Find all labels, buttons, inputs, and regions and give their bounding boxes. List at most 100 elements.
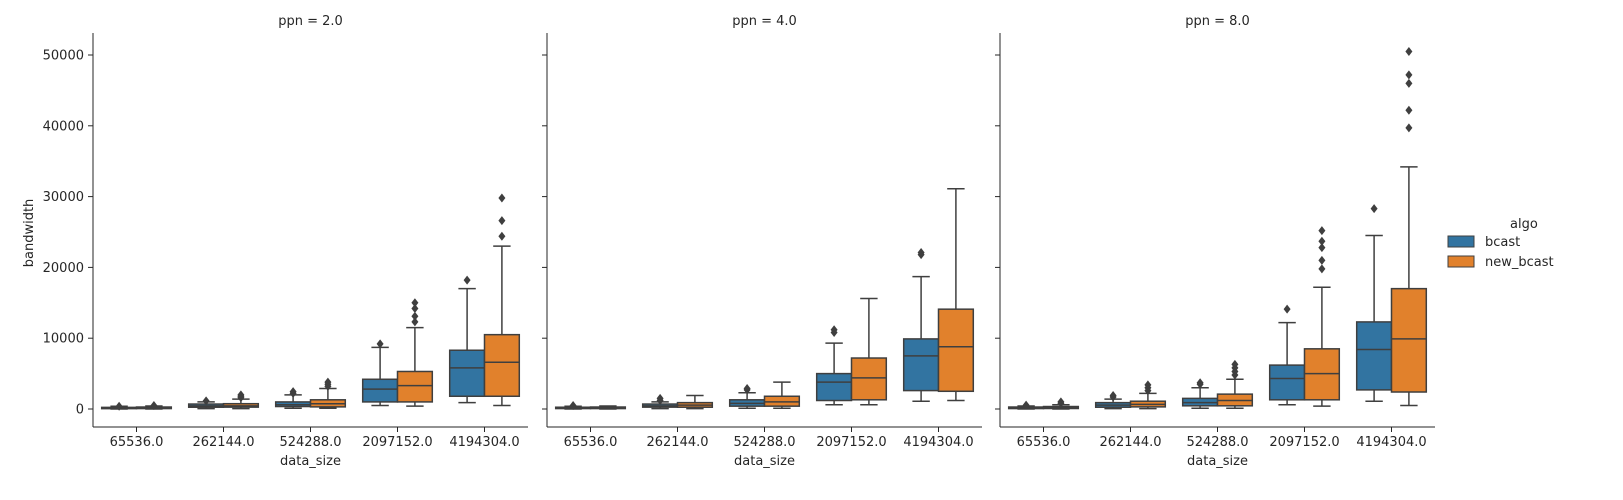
box-iqr xyxy=(361,378,399,403)
y-axis-label: bandwidth xyxy=(22,199,37,268)
outlier-point xyxy=(237,390,245,400)
outlier-point xyxy=(1318,236,1326,246)
box-bcast xyxy=(554,400,592,410)
x-tick-label: 4194304.0 xyxy=(449,435,519,450)
box-bcast xyxy=(815,325,853,406)
x-tick-label: 2097152.0 xyxy=(362,435,432,450)
box-new_bcast xyxy=(937,188,975,402)
outlier-point xyxy=(1318,226,1326,236)
box-iqr xyxy=(902,338,940,392)
x-tick-label: 524288.0 xyxy=(1186,435,1248,450)
box-new_bcast xyxy=(1216,359,1254,410)
facet-title: ppn = 2.0 xyxy=(278,14,343,29)
x-axis-label: data_size xyxy=(734,454,795,469)
x-tick-label: 4194304.0 xyxy=(903,435,973,450)
box-new_bcast xyxy=(1390,46,1428,407)
outlier-point xyxy=(411,303,419,313)
box-new_bcast xyxy=(222,390,260,410)
box-new_bcast xyxy=(483,193,521,407)
legend-label-bcast: bcast xyxy=(1485,235,1520,250)
outlier-point xyxy=(1318,243,1326,253)
x-axis-label: data_size xyxy=(1187,454,1248,469)
outlier-point xyxy=(150,400,158,410)
legend-label-new-bcast: new_bcast xyxy=(1485,255,1554,270)
outlier-point xyxy=(1196,378,1204,388)
outlier-point xyxy=(324,377,332,387)
legend: algo bcast new_bcast xyxy=(1447,217,1554,270)
box-new_bcast xyxy=(763,381,801,410)
outlier-point xyxy=(830,325,838,335)
box-bcast xyxy=(1268,304,1306,406)
outlier-point xyxy=(1405,123,1413,133)
outlier-point xyxy=(1109,391,1117,401)
y-tick-label: 10000 xyxy=(43,332,84,347)
outlier-point xyxy=(498,193,506,203)
box-bcast xyxy=(1181,378,1219,410)
outlier-point xyxy=(376,339,384,349)
box-new_bcast xyxy=(135,400,173,410)
legend-title: algo xyxy=(1510,217,1538,232)
y-tick-label: 50000 xyxy=(43,49,84,64)
box-bcast xyxy=(1094,391,1132,410)
x-tick-label: 65536.0 xyxy=(110,435,164,450)
outlier-point xyxy=(1057,397,1065,407)
outlier-point xyxy=(1318,264,1326,274)
outlier-point xyxy=(569,400,577,410)
y-tick-label: 20000 xyxy=(43,261,84,276)
outlier-point xyxy=(289,387,297,397)
box-bcast xyxy=(448,275,486,404)
outlier-point xyxy=(1283,304,1291,314)
box-bcast xyxy=(274,387,312,410)
facet-panel: ppn = 8.0 65536.0 262144.0 524288.0 2097152.… xyxy=(995,14,1435,469)
x-tick-label: 2097152.0 xyxy=(1269,435,1339,450)
outlier-point xyxy=(1405,78,1413,88)
x-tick-label: 2097152.0 xyxy=(816,435,886,450)
box-bcast xyxy=(187,396,225,410)
outlier-point xyxy=(1231,359,1239,369)
outlier-point xyxy=(411,317,419,327)
outlier-point xyxy=(656,393,664,403)
box-new_bcast xyxy=(1042,397,1080,410)
box-iqr xyxy=(1268,364,1306,401)
box-iqr xyxy=(850,357,888,401)
outlier-point xyxy=(1022,400,1030,410)
outlier-point xyxy=(917,248,925,258)
box-new_bcast xyxy=(1129,380,1167,410)
box-bcast xyxy=(361,339,399,407)
facet-title: ppn = 8.0 xyxy=(1185,14,1250,29)
legend-swatch-bcast xyxy=(1447,235,1475,248)
outlier-point xyxy=(498,216,506,226)
x-tick-label: 262144.0 xyxy=(192,435,254,450)
outlier-point xyxy=(411,311,419,321)
box-new_bcast xyxy=(396,298,434,407)
box-new_bcast xyxy=(1303,226,1341,407)
outlier-point xyxy=(1144,380,1152,390)
box-bcast xyxy=(100,401,138,411)
facet-title: ppn = 4.0 xyxy=(732,14,797,29)
facet-panel: ppn = 2.0 0 10000 20000 30000 40000 50000 65536… xyxy=(43,14,528,469)
outlier-point xyxy=(463,275,471,285)
box-new_bcast xyxy=(309,377,347,410)
outlier-point xyxy=(1405,46,1413,56)
box-iqr xyxy=(396,370,434,403)
box-bcast xyxy=(1007,400,1045,410)
box-bcast xyxy=(728,383,766,410)
y-tick-label: 40000 xyxy=(43,119,84,134)
outlier-point xyxy=(411,298,419,308)
outlier-point xyxy=(498,231,506,241)
box-iqr xyxy=(448,349,486,398)
outlier-point xyxy=(1405,70,1413,80)
x-tick-label: 524288.0 xyxy=(279,435,341,450)
x-tick-label: 262144.0 xyxy=(1099,435,1161,450)
x-axis-label: data_size xyxy=(280,454,341,469)
box-new_bcast xyxy=(676,394,714,410)
y-tick-label: 0 xyxy=(76,403,84,418)
legend-swatch-new-bcast xyxy=(1447,255,1475,268)
box-iqr xyxy=(483,333,521,398)
facet-panel: ppn = 4.0 65536.0 262144.0 524288.0 2097152.… xyxy=(542,14,982,469)
box-bcast xyxy=(641,393,679,410)
x-tick-label: 4194304.0 xyxy=(1356,435,1426,450)
outlier-point xyxy=(1405,105,1413,115)
x-tick-label: 65536.0 xyxy=(564,435,618,450)
